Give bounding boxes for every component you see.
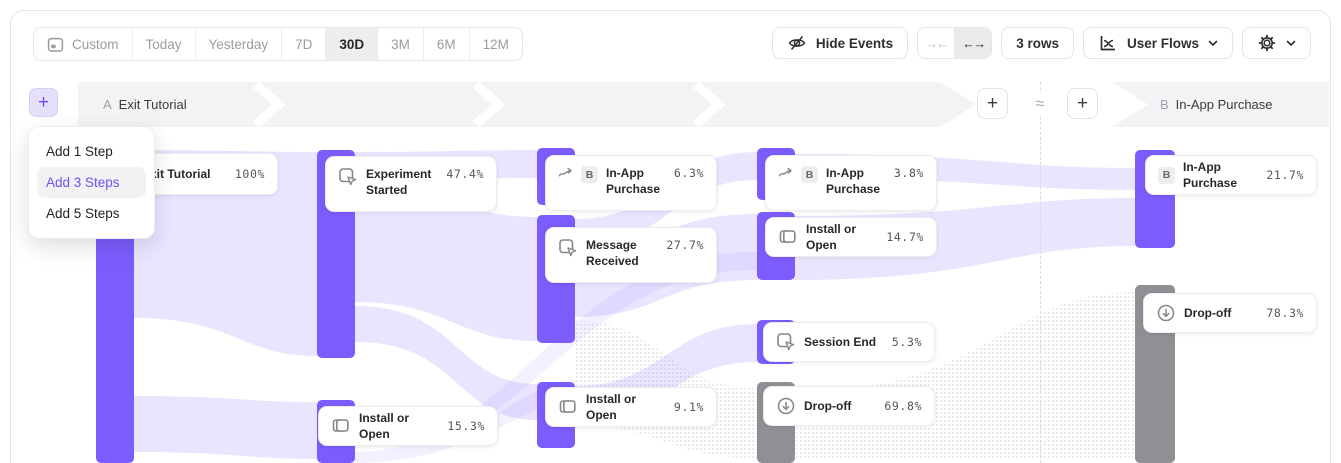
drop-off-icon	[1157, 304, 1175, 322]
date-range-3m[interactable]: 3M	[377, 28, 423, 60]
view-selector-button[interactable]: User Flows	[1082, 27, 1233, 59]
section-divider	[1040, 82, 1041, 463]
date-range-selector: Custom Today Yesterday 7D 30D 3M 6M 12M	[33, 27, 523, 61]
skip-arrow-icon	[778, 167, 792, 177]
cursor-click-icon	[559, 239, 577, 257]
date-range-7d[interactable]: 7D	[281, 28, 325, 60]
node-percent: 3.8%	[893, 166, 924, 180]
flow-node-message-received[interactable]: Message Received 27.7%	[545, 227, 717, 283]
add-step-button[interactable]: +	[29, 88, 58, 117]
settings-button[interactable]	[1242, 27, 1311, 59]
step-name: In-App Purchase	[1175, 97, 1273, 112]
step-letter: A	[103, 97, 112, 112]
drop-off-icon	[777, 397, 795, 415]
hide-events-button[interactable]: Hide Events	[771, 27, 909, 59]
cursor-click-icon	[339, 168, 357, 186]
skip-arrow-icon	[558, 167, 572, 177]
flow-node-session-end[interactable]: Session End 5.3%	[763, 322, 935, 362]
flow-node-install-or-open-15[interactable]: Install or Open 15.3%	[318, 406, 498, 446]
flow-node-in-app-purchase-21[interactable]: B In-App Purchase 21.7%	[1145, 155, 1317, 195]
add-column-right-button[interactable]: +	[1067, 88, 1098, 119]
step-b-badge: B	[1158, 166, 1175, 184]
column-width-toggle: →← ←→	[917, 27, 993, 59]
menu-item-add-5-steps[interactable]: Add 5 Steps	[46, 206, 120, 221]
step-name: Exit Tutorial	[118, 97, 187, 112]
flow-node-drop-off-69[interactable]: Drop-off 69.8%	[763, 386, 935, 426]
date-range-30d[interactable]: 30D	[325, 28, 378, 60]
node-percent: 6.3%	[673, 166, 704, 180]
date-range-6m[interactable]: 6M	[422, 28, 469, 60]
step-b-badge: B	[801, 166, 818, 183]
node-percent: 69.8%	[884, 399, 922, 413]
flow-node-drop-off-78[interactable]: Drop-off 78.3%	[1143, 293, 1317, 333]
node-percent: 5.3%	[891, 335, 922, 349]
date-range-12m[interactable]: 12M	[468, 28, 522, 60]
flow-node-in-app-purchase-6[interactable]: B In-App Purchase 6.3%	[545, 155, 717, 211]
install-or-open-icon	[559, 400, 576, 413]
cursor-click-icon	[777, 333, 795, 351]
add-column-left-button[interactable]: +	[977, 88, 1008, 119]
approx-symbol: ≈	[1028, 93, 1052, 115]
date-range-yesterday[interactable]: Yesterday	[194, 28, 282, 60]
user-flows-chart-icon	[1100, 36, 1115, 51]
gear-icon	[1258, 34, 1276, 52]
expand-columns-button[interactable]: ←→	[954, 28, 992, 58]
node-percent: 78.3%	[1266, 306, 1304, 320]
flow-node-in-app-purchase-3[interactable]: B In-App Purchase 3.8%	[765, 155, 937, 211]
install-or-open-icon	[779, 230, 796, 243]
expand-icon: ←→	[962, 35, 986, 51]
step-a-band	[78, 82, 976, 127]
date-range-custom[interactable]: Custom	[34, 28, 132, 60]
node-percent: 21.7%	[1266, 168, 1304, 182]
step-letter: B	[1160, 97, 1169, 112]
node-percent: 100%	[234, 167, 265, 181]
node-percent: 27.7%	[666, 238, 704, 252]
step-a-header[interactable]: A Exit Tutorial	[103, 96, 187, 114]
step-b-badge: B	[581, 166, 598, 183]
toolbar-right: Hide Events →← ←→ 3 rows User Flows	[771, 27, 1311, 59]
install-or-open-icon	[332, 419, 349, 432]
node-percent: 14.7%	[886, 230, 924, 244]
node-percent: 9.1%	[673, 400, 704, 414]
flow-node-install-or-open-9[interactable]: Install or Open 9.1%	[545, 387, 717, 427]
rows-count-button[interactable]: 3 rows	[1001, 27, 1074, 59]
add-step-menu: Add 1 Step Add 3 Steps Add 5 Steps	[28, 126, 155, 239]
flow-node-install-or-open-14[interactable]: Install or Open 14.7%	[765, 217, 937, 257]
date-range-today[interactable]: Today	[131, 28, 195, 60]
node-percent: 15.3%	[447, 419, 485, 433]
collapse-columns-button[interactable]: →←	[918, 28, 955, 58]
collapse-icon: →←	[925, 35, 949, 51]
flow-node-experiment-started[interactable]: Experiment Started 47.4%	[325, 156, 497, 212]
node-percent: 47.4%	[446, 167, 484, 181]
chevron-down-icon	[1286, 40, 1296, 46]
step-b-header[interactable]: B In-App Purchase	[1160, 96, 1273, 114]
menu-item-add-1-step[interactable]: Add 1 Step	[46, 144, 113, 159]
calendar-icon	[47, 37, 64, 52]
chevron-down-icon	[1208, 40, 1218, 46]
menu-item-add-3-steps[interactable]: Add 3 Steps	[37, 167, 146, 198]
eye-off-icon	[788, 36, 806, 50]
